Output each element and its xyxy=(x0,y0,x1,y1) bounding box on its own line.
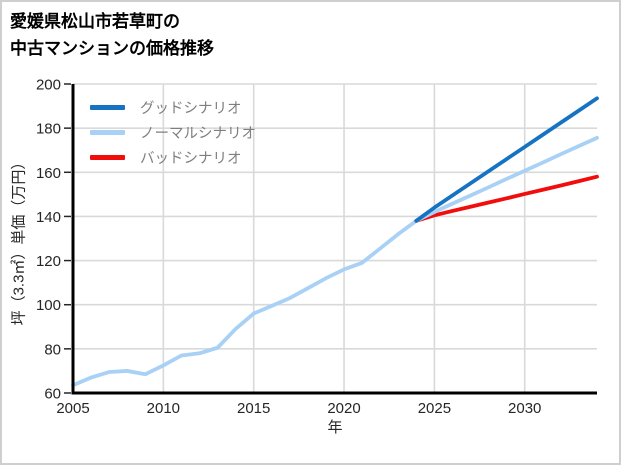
legend-swatch-bad-scenario xyxy=(90,155,125,160)
svg-text:140: 140 xyxy=(36,209,61,226)
legend-label-good-scenario: グッドシナリオ xyxy=(140,101,242,117)
x-axis-label: 年 xyxy=(327,419,343,436)
svg-text:120: 120 xyxy=(36,253,61,270)
y-axis-label: 坪（3.3㎡）単価（万円） xyxy=(10,154,28,326)
svg-text:2005: 2005 xyxy=(56,400,89,417)
svg-text:2020: 2020 xyxy=(327,400,360,417)
svg-text:80: 80 xyxy=(44,341,61,358)
svg-text:2015: 2015 xyxy=(237,400,270,417)
legend-item-good-scenario[interactable]: グッドシナリオ xyxy=(90,95,256,120)
legend-item-bad-scenario[interactable]: バッドシナリオ xyxy=(90,145,256,170)
chart-title: 愛媛県松山市若草町の 中古マンションの価格推移 xyxy=(10,8,214,62)
svg-text:60: 60 xyxy=(44,386,61,403)
svg-text:100: 100 xyxy=(36,297,61,314)
svg-text:200: 200 xyxy=(36,77,61,94)
legend-swatch-normal-scenario xyxy=(90,130,125,135)
svg-text:180: 180 xyxy=(36,121,61,138)
legend-label-normal-scenario: ノーマルシナリオ xyxy=(140,126,256,142)
chart-legend: グッドシナリオ ノーマルシナリオ バッドシナリオ xyxy=(90,95,256,170)
chart-title-line-1: 愛媛県松山市若草町の xyxy=(10,12,180,31)
chart-title-line-2: 中古マンションの価格推移 xyxy=(10,39,214,58)
svg-text:2025: 2025 xyxy=(418,400,451,417)
svg-text:2030: 2030 xyxy=(508,400,541,417)
svg-text:2010: 2010 xyxy=(147,400,180,417)
legend-label-bad-scenario: バッドシナリオ xyxy=(140,151,242,167)
legend-item-normal-scenario[interactable]: ノーマルシナリオ xyxy=(90,120,256,145)
svg-text:160: 160 xyxy=(36,165,61,182)
legend-swatch-good-scenario xyxy=(90,105,125,110)
